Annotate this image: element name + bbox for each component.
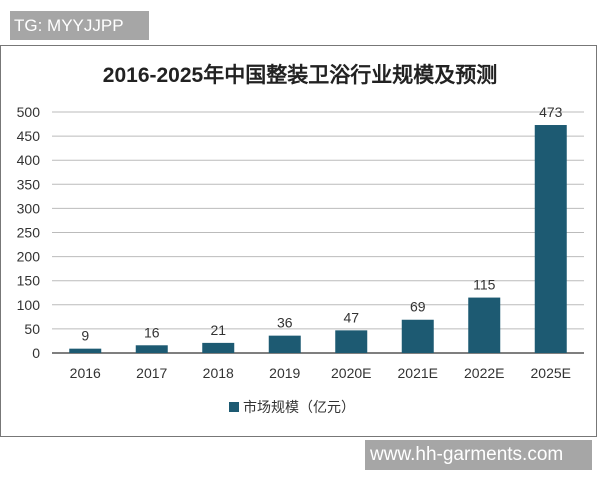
x-tick-label: 2016 — [70, 365, 101, 381]
bar — [401, 319, 434, 353]
bar — [202, 342, 235, 353]
y-tick-label: 450 — [17, 128, 41, 144]
bar — [534, 125, 567, 353]
x-tick-label: 2017 — [136, 365, 167, 381]
y-tick-label: 300 — [17, 200, 41, 216]
legend: 市场规模（亿元） — [229, 399, 355, 415]
watermark-top-left: TG: MYYJJPP — [10, 11, 149, 40]
x-tick-label: 2020E — [331, 365, 371, 381]
bar — [335, 330, 368, 353]
data-label: 69 — [410, 299, 426, 315]
x-tick-label: 2019 — [269, 365, 300, 381]
y-tick-label: 150 — [17, 273, 41, 289]
data-label: 47 — [343, 309, 359, 325]
y-tick-label: 100 — [17, 297, 41, 313]
y-tick-label: 250 — [17, 225, 41, 241]
watermark-bottom-right: www.hh-garments.com — [365, 440, 592, 470]
bar — [268, 335, 301, 353]
data-label: 115 — [473, 277, 496, 293]
y-tick-label: 350 — [17, 176, 41, 192]
y-tick-label: 200 — [17, 249, 41, 265]
y-tick-label: 400 — [17, 152, 41, 168]
chart-title: 2016-2025年中国整装卫浴行业规模及预测 — [103, 63, 497, 87]
data-label: 9 — [81, 328, 89, 344]
x-tick-label: 2022E — [464, 365, 504, 381]
y-tick-label: 500 — [17, 104, 41, 120]
bar — [69, 348, 102, 353]
x-tick-label: 2025E — [531, 365, 571, 381]
legend-label: 市场规模（亿元） — [243, 399, 355, 415]
bar — [135, 345, 168, 353]
data-label: 36 — [277, 315, 293, 331]
y-tick-label: 0 — [32, 345, 40, 361]
x-tick-label: 2018 — [203, 365, 234, 381]
data-label: 21 — [210, 322, 226, 338]
chart-frame — [0, 45, 597, 437]
y-tick-label: 50 — [24, 321, 40, 337]
bar — [468, 297, 501, 353]
data-label: 473 — [539, 104, 563, 120]
data-label: 16 — [144, 324, 160, 340]
x-tick-label: 2021E — [398, 365, 438, 381]
legend-swatch — [229, 402, 239, 412]
